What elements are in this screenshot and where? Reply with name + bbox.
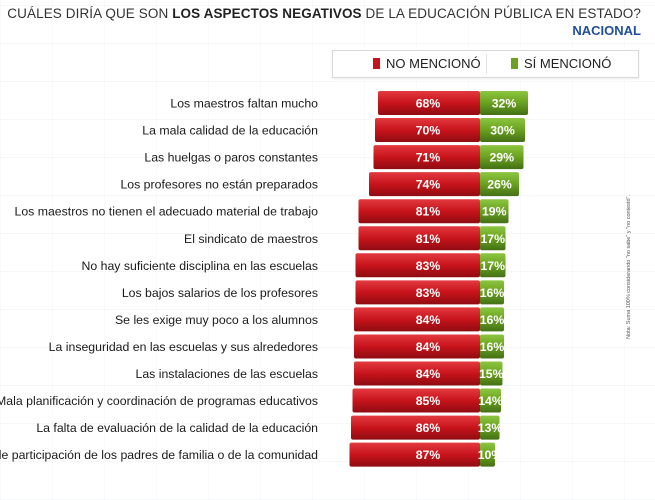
value-label-si-menciono: 19% xyxy=(482,205,507,219)
category-label: Las huelgas o paros constantes xyxy=(144,151,318,165)
chart-subtitle: NACIONAL xyxy=(572,23,641,38)
value-label-no-menciono: 70% xyxy=(416,124,441,138)
category-label: Los maestros faltan mucho xyxy=(170,97,318,111)
chart-title: CUÁLES DIRÍA QUE SON LOS ASPECTOS NEGATI… xyxy=(0,6,641,21)
bar-si-menciono xyxy=(480,442,495,467)
legend-item-si-menciono: SÍ MENCIONÓ xyxy=(511,56,611,71)
category-label: Falta de participación de los padres de … xyxy=(0,448,318,462)
bar-si-menciono xyxy=(480,118,525,143)
value-label-no-menciono: 83% xyxy=(416,259,441,273)
legend-divider xyxy=(486,54,487,74)
value-label-no-menciono: 74% xyxy=(416,178,441,192)
bar-si-menciono xyxy=(480,253,506,278)
value-label-si-menciono: 29% xyxy=(489,151,514,165)
bar-si-menciono xyxy=(480,307,504,332)
legend-swatch-green xyxy=(511,58,518,69)
title-prefix: CUÁLES DIRÍA QUE SON xyxy=(7,6,173,21)
value-label-si-menciono: 32% xyxy=(492,97,517,111)
bar-si-menciono xyxy=(480,145,524,170)
value-label-no-menciono: 83% xyxy=(416,286,441,300)
legend-swatch-red xyxy=(373,58,380,69)
bar-si-menciono xyxy=(480,388,501,413)
value-label-si-menciono: 10% xyxy=(478,448,503,462)
bar-si-menciono xyxy=(480,361,503,386)
value-label-no-menciono: 81% xyxy=(416,232,441,246)
legend: NO MENCIONÓ SÍ MENCIONÓ xyxy=(332,50,639,78)
bar-no-menciono xyxy=(349,442,480,467)
bar-si-menciono xyxy=(480,91,528,115)
category-label: Las instalaciones de las escuelas xyxy=(135,367,318,381)
value-label-si-menciono: 14% xyxy=(478,394,503,408)
bar-no-menciono xyxy=(358,226,480,251)
category-label: La falta de evaluación de la calidad de … xyxy=(36,421,318,435)
category-label: Los maestros no tienen el adecuado mater… xyxy=(14,205,318,219)
value-label-si-menciono: 15% xyxy=(479,367,504,381)
category-label: No hay suficiente disciplina en las escu… xyxy=(81,259,318,273)
title-suffix: DE LA EDUCACIÓN PÚBLICA EN ESTADO? xyxy=(361,6,641,21)
bar-si-menciono xyxy=(480,172,519,197)
value-label-si-menciono: 26% xyxy=(487,178,512,192)
bar-si-menciono xyxy=(480,280,504,305)
value-label-si-menciono: 16% xyxy=(480,286,505,300)
bar-no-menciono xyxy=(351,415,480,440)
bar-no-menciono xyxy=(358,199,480,224)
value-label-no-menciono: 87% xyxy=(416,448,441,462)
bar-no-menciono xyxy=(354,334,480,359)
bar-no-menciono xyxy=(375,118,480,143)
bar-no-menciono xyxy=(355,253,480,278)
bar-no-menciono xyxy=(354,307,480,332)
category-label: La mala calidad de la educación xyxy=(142,124,318,138)
category-label: Los bajos salarios de los profesores xyxy=(122,286,318,300)
value-label-no-menciono: 68% xyxy=(416,97,441,111)
value-label-si-menciono: 30% xyxy=(490,124,515,138)
category-label: Mala planificación y coordinación de pro… xyxy=(0,394,318,408)
legend-label: NO MENCIONÓ xyxy=(386,56,481,71)
category-label: La inseguridad en las escuelas y sus alr… xyxy=(49,340,318,354)
value-label-si-menciono: 13% xyxy=(478,421,503,435)
bar-si-menciono xyxy=(480,415,500,440)
category-label: El sindicato de maestros xyxy=(184,232,318,246)
value-label-no-menciono: 84% xyxy=(416,313,441,327)
bar-no-menciono xyxy=(378,91,480,115)
category-label: Los profesores no están preparados xyxy=(120,178,318,192)
bar-si-menciono xyxy=(480,199,509,224)
bar-si-menciono xyxy=(480,226,506,251)
value-label-si-menciono: 17% xyxy=(480,259,505,273)
value-label-no-menciono: 84% xyxy=(416,367,441,381)
category-label: Se les exige muy poco a los alumnos xyxy=(115,313,318,327)
legend-item-no-menciono: NO MENCIONÓ xyxy=(373,56,481,71)
bar-no-menciono xyxy=(373,145,480,170)
value-label-no-menciono: 84% xyxy=(416,340,441,354)
title-emphasis: LOS ASPECTOS NEGATIVOS xyxy=(172,6,362,21)
value-label-si-menciono: 16% xyxy=(480,340,505,354)
value-label-no-menciono: 85% xyxy=(416,394,441,408)
bar-no-menciono xyxy=(354,361,480,386)
bar-si-menciono xyxy=(480,334,504,359)
value-label-no-menciono: 71% xyxy=(416,151,441,165)
value-label-si-menciono: 16% xyxy=(480,313,505,327)
bar-no-menciono xyxy=(355,280,480,305)
value-label-no-menciono: 81% xyxy=(416,205,441,219)
bar-no-menciono xyxy=(369,172,480,197)
bar-no-menciono xyxy=(352,388,480,413)
value-label-no-menciono: 86% xyxy=(416,421,441,435)
legend-label: SÍ MENCIONÓ xyxy=(524,56,612,71)
value-label-si-menciono: 17% xyxy=(480,232,505,246)
